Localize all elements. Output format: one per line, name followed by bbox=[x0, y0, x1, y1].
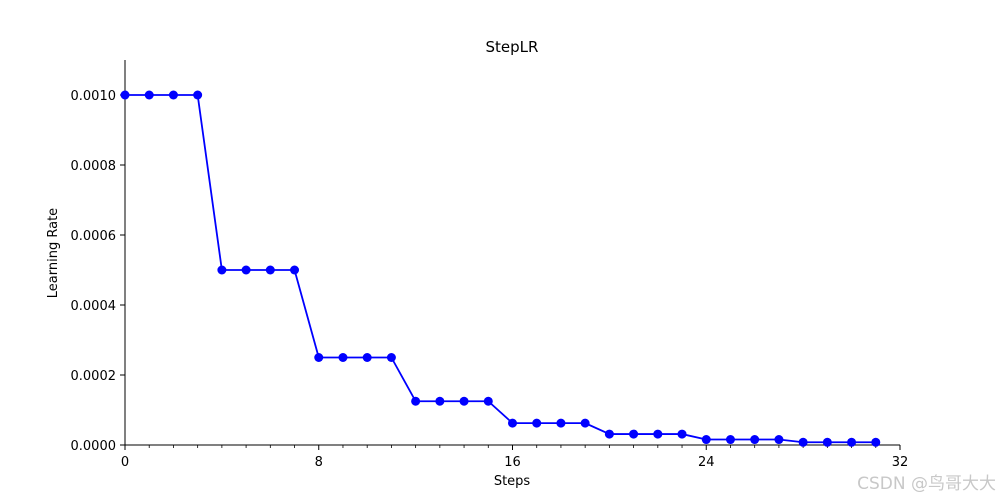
data-point bbox=[653, 429, 663, 439]
x-axis-label: Steps bbox=[494, 474, 531, 489]
data-point bbox=[120, 90, 130, 100]
data-point bbox=[459, 396, 469, 406]
data-point bbox=[750, 435, 760, 445]
x-tick-label: 24 bbox=[698, 455, 715, 470]
data-point bbox=[508, 418, 517, 428]
data-point bbox=[265, 265, 275, 275]
x-tick-label: 8 bbox=[315, 455, 323, 470]
data-point bbox=[532, 418, 542, 428]
data-point bbox=[629, 429, 639, 439]
data-point bbox=[822, 437, 832, 447]
y-tick-label: 0.0000 bbox=[71, 439, 117, 454]
data-point bbox=[847, 437, 857, 447]
data-point bbox=[725, 435, 735, 445]
data-point bbox=[241, 265, 251, 275]
x-tick-label: 32 bbox=[892, 455, 909, 470]
data-point bbox=[168, 90, 178, 100]
data-point bbox=[701, 435, 711, 445]
data-point bbox=[411, 396, 421, 406]
axis-ticks: 0 8 16 24 32 0.0000 0.0002 0.0004 0.0006 0.0008 0.… bbox=[71, 89, 909, 470]
data-point bbox=[290, 265, 300, 275]
chart-title: StepLR bbox=[486, 38, 539, 56]
data-point bbox=[144, 90, 154, 100]
data-point bbox=[386, 353, 396, 362]
series-layer bbox=[120, 90, 881, 447]
data-point bbox=[435, 396, 445, 406]
y-tick-label: 0.0010 bbox=[71, 89, 117, 104]
x-tick-label: 0 bbox=[121, 455, 129, 470]
data-point bbox=[217, 265, 227, 275]
data-point bbox=[362, 353, 372, 362]
y-tick-label: 0.0002 bbox=[71, 369, 117, 384]
data-point bbox=[193, 90, 203, 100]
data-point bbox=[798, 437, 808, 447]
data-point bbox=[556, 418, 566, 428]
y-tick-label: 0.0006 bbox=[71, 229, 117, 244]
y-tick-label: 0.0008 bbox=[71, 159, 117, 174]
data-point bbox=[604, 429, 614, 439]
data-point bbox=[580, 418, 590, 428]
data-point bbox=[483, 396, 493, 406]
data-point bbox=[338, 353, 348, 362]
watermark-text: CSDN @鸟哥大大 bbox=[857, 474, 996, 494]
data-point bbox=[774, 435, 784, 445]
data-point bbox=[677, 429, 687, 439]
x-tick-label: 16 bbox=[504, 455, 521, 470]
data-point bbox=[314, 353, 324, 362]
data-point bbox=[871, 437, 881, 447]
y-axis-label: Learning Rate bbox=[46, 208, 61, 298]
y-tick-label: 0.0004 bbox=[71, 299, 117, 314]
axes bbox=[124, 60, 900, 446]
series-line bbox=[125, 94, 876, 444]
